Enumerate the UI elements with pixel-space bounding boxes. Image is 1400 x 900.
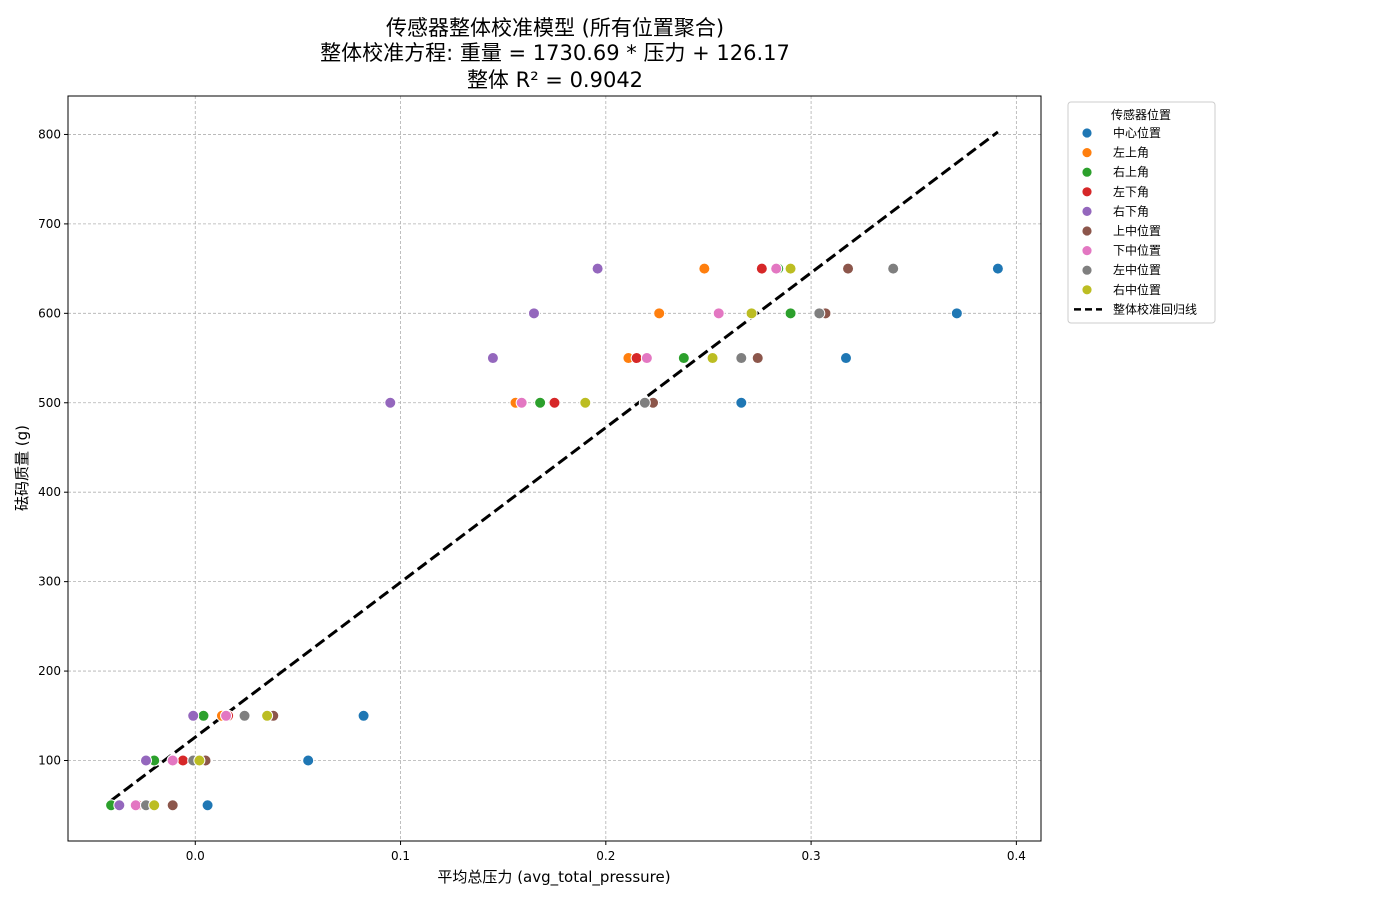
data-point-series-0 (357, 709, 370, 722)
data-point-series-5 (166, 799, 179, 812)
data-point-series-6 (220, 709, 233, 722)
legend-marker-6 (1081, 245, 1093, 257)
legend-label-2: 右上角 (1113, 164, 1149, 179)
data-point-series-5 (751, 352, 764, 365)
regression-layer (110, 130, 999, 802)
legend-label-1: 左上角 (1113, 145, 1149, 160)
data-point-series-4 (113, 799, 126, 812)
data-point-series-0 (950, 307, 963, 320)
y-tick-label: 400 (38, 485, 61, 499)
ticks-layer: 0.0 0.1 0.2 0.3 0.4 100 200 300 400 500 600 700 800 (38, 127, 1026, 863)
legend-marker-4 (1081, 205, 1093, 217)
data-point-series-0 (302, 754, 315, 767)
data-point-series-8 (261, 709, 274, 722)
chart-title-line-1: 传感器整体校准模型 (所有位置聚合) (385, 16, 725, 40)
legend-label-3: 左下角 (1113, 184, 1149, 199)
data-point-series-8 (148, 799, 161, 812)
data-point-series-8 (745, 307, 758, 320)
legend-label-4: 右下角 (1113, 203, 1149, 218)
y-axis-label: 砝码质量 (g) (13, 425, 31, 511)
legend-label-7: 左中位置 (1113, 262, 1161, 277)
chart-title-line-3: 整体 R² = 0.9042 (466, 68, 644, 92)
data-point-series-7 (238, 709, 251, 722)
legend-label-6: 下中位置 (1113, 243, 1161, 258)
legend-marker-3 (1081, 186, 1093, 198)
data-point-series-8 (784, 262, 797, 275)
x-tick-label: 0.1 (391, 849, 410, 863)
grid-layer (68, 96, 1041, 841)
data-point-series-8 (579, 396, 592, 409)
y-tick-label: 200 (38, 664, 61, 678)
legend: 传感器位置 中心位置左上角右上角左下角右下角上中位置下中位置左中位置右中位置整体… (1067, 101, 1216, 324)
regression-line (110, 130, 999, 802)
data-point-series-0 (735, 396, 748, 409)
x-tick-label: 0.3 (802, 849, 821, 863)
x-tick-label: 0.0 (186, 849, 205, 863)
data-point-series-8 (193, 754, 206, 767)
chart-title-line-2: 整体校准方程: 重量 = 1730.69 * 压力 + 126.17 (320, 41, 790, 65)
data-point-series-3 (176, 754, 189, 767)
legend-box (1067, 101, 1216, 324)
data-point-series-6 (640, 352, 653, 365)
x-tick-label: 0.4 (1007, 849, 1026, 863)
data-point-series-7 (887, 262, 900, 275)
legend-label-5: 上中位置 (1113, 223, 1161, 238)
legend-label-8: 右中位置 (1113, 282, 1161, 297)
data-point-series-4 (187, 709, 200, 722)
data-point-series-1 (698, 262, 711, 275)
legend-label-0: 中心位置 (1113, 125, 1161, 140)
data-point-series-4 (527, 307, 540, 320)
y-tick-label: 800 (38, 127, 61, 141)
legend-title: 传感器位置 (1111, 107, 1171, 122)
legend-marker-2 (1081, 166, 1093, 178)
data-point-series-3 (630, 352, 643, 365)
legend-marker-5 (1081, 225, 1093, 237)
y-tick-label: 100 (38, 754, 61, 768)
data-point-series-2 (677, 352, 690, 365)
data-point-series-7 (735, 352, 748, 365)
data-point-series-7 (813, 307, 826, 320)
data-point-series-6 (166, 754, 179, 767)
data-point-series-0 (991, 262, 1004, 275)
legend-label-regression: 整体校准回归线 (1113, 301, 1197, 316)
data-point-series-3 (548, 396, 561, 409)
legend-marker-0 (1081, 127, 1093, 139)
data-point-series-2 (197, 709, 210, 722)
data-point-series-8 (706, 352, 719, 365)
data-point-series-5 (842, 262, 855, 275)
legend-marker-7 (1081, 264, 1093, 276)
legend-marker-8 (1081, 284, 1093, 296)
data-point-series-6 (712, 307, 725, 320)
y-tick-label: 700 (38, 217, 61, 231)
data-point-series-6 (515, 396, 528, 409)
legend-marker-1 (1081, 147, 1093, 159)
data-point-series-4 (486, 352, 499, 365)
points-layer (105, 262, 1004, 812)
data-point-series-4 (591, 262, 604, 275)
data-point-series-0 (839, 352, 852, 365)
x-axis-label: 平均总压力 (avg_total_pressure) (437, 868, 670, 887)
data-point-series-4 (384, 396, 397, 409)
y-tick-label: 500 (38, 396, 61, 410)
data-point-series-0 (201, 799, 214, 812)
data-point-series-6 (770, 262, 783, 275)
data-point-series-7 (638, 396, 651, 409)
data-point-series-3 (755, 262, 768, 275)
data-point-series-1 (653, 307, 666, 320)
data-point-series-2 (784, 307, 797, 320)
data-point-series-4 (140, 754, 153, 767)
plot-frame (67, 95, 1042, 842)
y-tick-label: 600 (38, 306, 61, 320)
y-tick-label: 300 (38, 575, 61, 589)
data-point-series-2 (534, 396, 547, 409)
data-point-series-6 (129, 799, 142, 812)
x-tick-label: 0.2 (596, 849, 615, 863)
